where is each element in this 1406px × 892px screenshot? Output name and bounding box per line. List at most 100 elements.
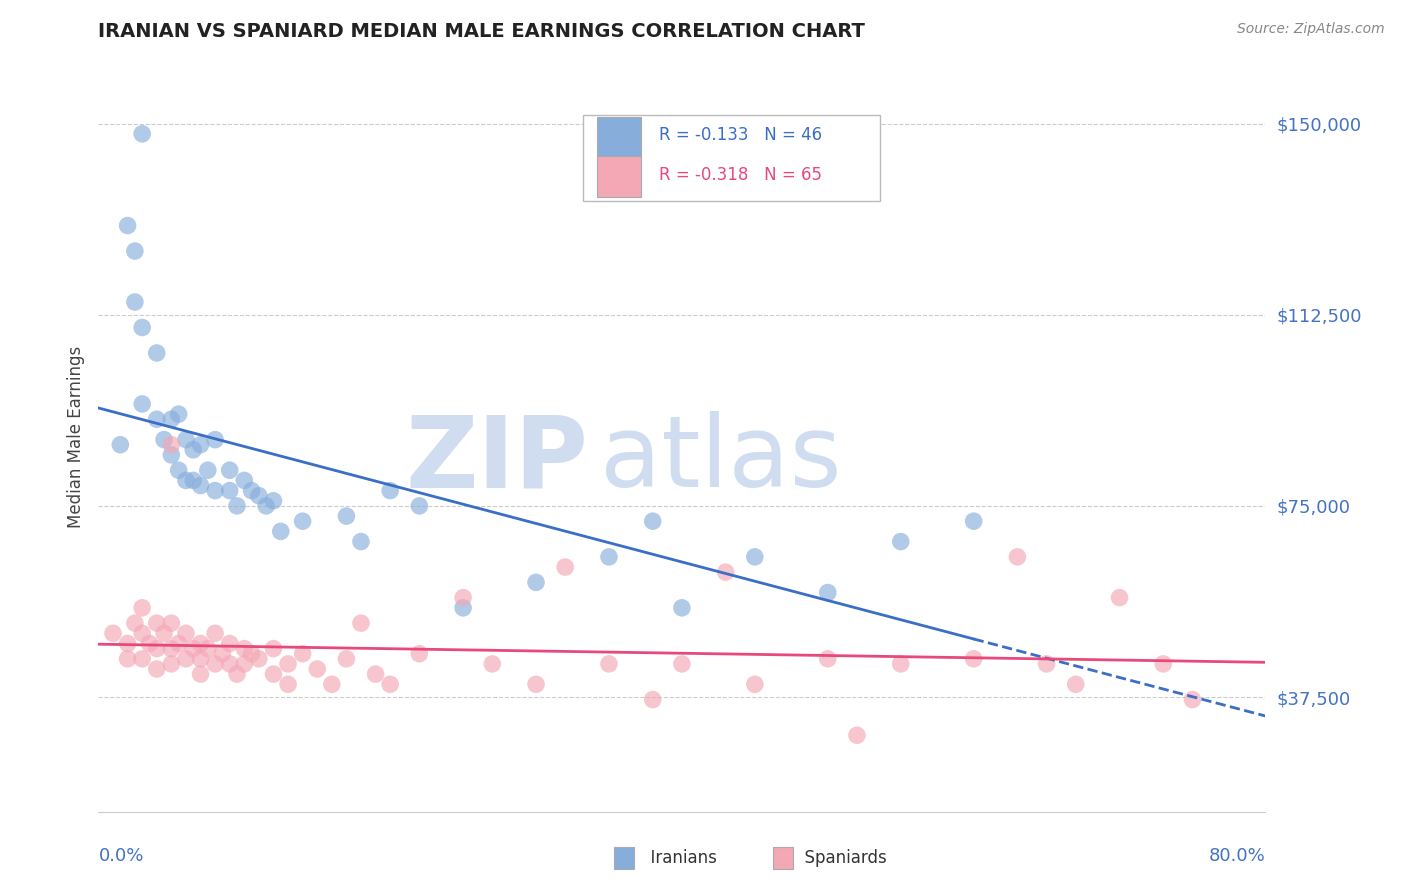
Point xyxy=(671,600,693,615)
Point xyxy=(744,549,766,564)
Point xyxy=(138,636,160,650)
Point xyxy=(218,463,240,477)
Point xyxy=(174,652,197,666)
Point xyxy=(146,641,169,656)
Point xyxy=(160,641,183,656)
Point xyxy=(167,636,190,650)
Point xyxy=(197,641,219,656)
Point xyxy=(211,647,233,661)
Point xyxy=(160,657,183,671)
Point xyxy=(262,641,284,656)
Point xyxy=(408,499,430,513)
Text: 80.0%: 80.0% xyxy=(1209,847,1265,865)
Point xyxy=(247,489,270,503)
Point xyxy=(174,433,197,447)
Point xyxy=(451,591,474,605)
Point xyxy=(1181,692,1204,706)
Point xyxy=(962,514,984,528)
Point xyxy=(190,636,212,650)
Point xyxy=(124,295,146,310)
Point xyxy=(131,397,153,411)
Point xyxy=(254,499,277,513)
Point xyxy=(1152,657,1174,671)
Point xyxy=(226,667,249,681)
Point xyxy=(160,448,183,462)
Point xyxy=(131,600,153,615)
Point xyxy=(350,616,373,631)
Point xyxy=(277,677,299,691)
Text: Spaniards: Spaniards xyxy=(794,849,887,867)
Point xyxy=(233,657,256,671)
Point xyxy=(110,438,132,452)
Point xyxy=(890,657,912,671)
Point xyxy=(167,407,190,421)
Point xyxy=(124,616,146,631)
Point xyxy=(101,626,124,640)
Point xyxy=(671,657,693,671)
Point xyxy=(233,641,256,656)
Point xyxy=(1064,677,1087,691)
Point xyxy=(307,662,329,676)
Point xyxy=(598,549,620,564)
Point xyxy=(408,647,430,661)
Bar xyxy=(596,117,641,158)
Text: R = -0.133   N = 46: R = -0.133 N = 46 xyxy=(658,127,821,145)
Point xyxy=(181,641,204,656)
Point xyxy=(291,514,314,528)
Point xyxy=(204,657,226,671)
Point xyxy=(174,626,197,640)
Point xyxy=(380,677,402,691)
Point xyxy=(197,463,219,477)
Point xyxy=(131,320,153,334)
Point xyxy=(160,438,183,452)
Point xyxy=(481,657,503,671)
Point xyxy=(335,509,357,524)
Point xyxy=(846,728,869,742)
Point xyxy=(714,565,737,579)
Point xyxy=(146,616,169,631)
Point xyxy=(277,657,299,671)
Text: 0.0%: 0.0% xyxy=(98,847,143,865)
Point xyxy=(744,677,766,691)
Point xyxy=(262,667,284,681)
Point xyxy=(1007,549,1029,564)
Point xyxy=(524,677,547,691)
Point xyxy=(190,652,212,666)
Text: Iranians: Iranians xyxy=(640,849,717,867)
Point xyxy=(181,442,204,457)
Y-axis label: Median Male Earnings: Median Male Earnings xyxy=(66,346,84,528)
Text: Source: ZipAtlas.com: Source: ZipAtlas.com xyxy=(1237,22,1385,37)
Point xyxy=(160,616,183,631)
Point xyxy=(641,514,664,528)
Point xyxy=(190,438,212,452)
Point xyxy=(153,626,176,640)
Text: ZIP: ZIP xyxy=(406,411,589,508)
Point xyxy=(962,652,984,666)
Point xyxy=(262,493,284,508)
Point xyxy=(641,692,664,706)
Point xyxy=(1035,657,1057,671)
Point xyxy=(204,433,226,447)
Point xyxy=(364,667,387,681)
Point xyxy=(817,585,839,599)
Point xyxy=(174,474,197,488)
Point xyxy=(218,483,240,498)
FancyBboxPatch shape xyxy=(582,115,880,201)
Point xyxy=(131,127,153,141)
Point xyxy=(160,412,183,426)
Point xyxy=(380,483,402,498)
Point xyxy=(124,244,146,258)
Point xyxy=(190,667,212,681)
Point xyxy=(335,652,357,666)
Point xyxy=(167,463,190,477)
Point xyxy=(226,499,249,513)
Point xyxy=(554,560,576,574)
Point xyxy=(350,534,373,549)
Point xyxy=(240,647,263,661)
Point xyxy=(131,652,153,666)
Point xyxy=(117,219,139,233)
Point xyxy=(153,433,176,447)
Point xyxy=(233,474,256,488)
Point xyxy=(131,626,153,640)
Point xyxy=(146,662,169,676)
